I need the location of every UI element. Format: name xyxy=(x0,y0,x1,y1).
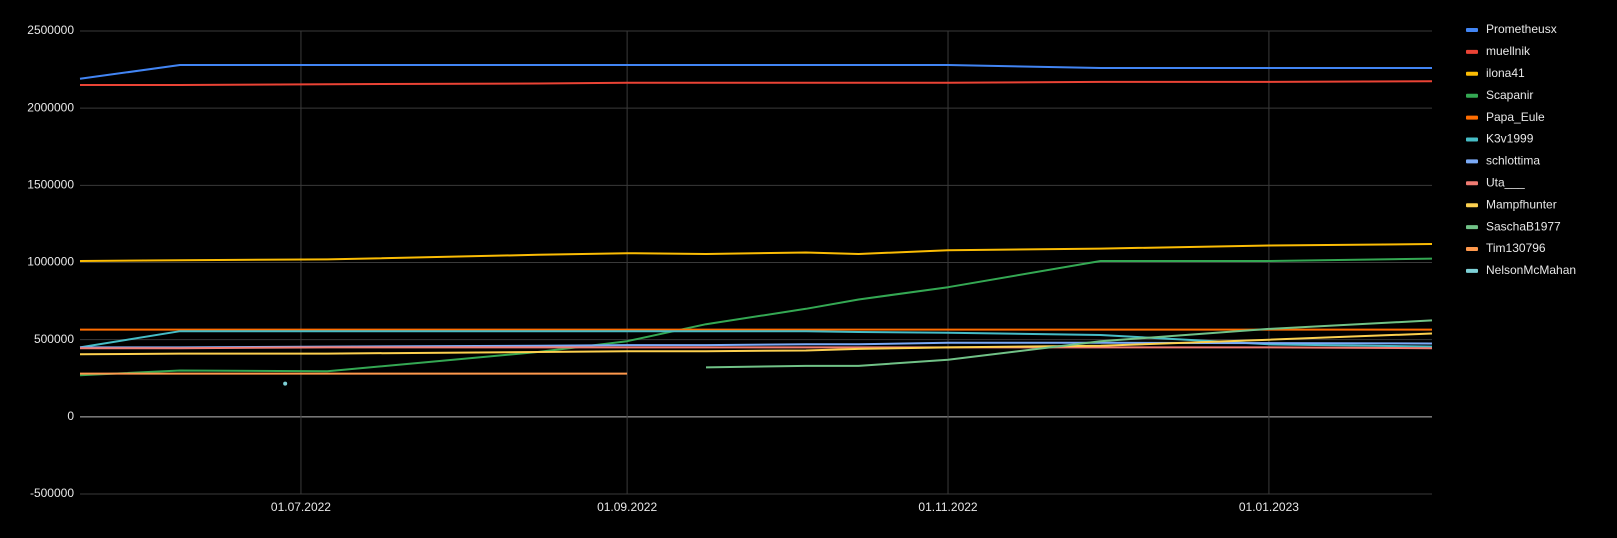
legend-label: SaschaB1977 xyxy=(1486,219,1561,233)
legend-label: K3v1999 xyxy=(1486,132,1534,146)
x-tick-label: 01.07.2022 xyxy=(271,500,331,514)
legend-label: Papa_Eule xyxy=(1486,110,1545,124)
series-line xyxy=(79,64,1432,80)
legend-swatch xyxy=(1466,71,1478,76)
legend-label: NelsonMcMahan xyxy=(1486,263,1576,277)
x-tick-label: 01.11.2022 xyxy=(918,500,977,514)
legend-label: Mampfhunter xyxy=(1486,197,1557,211)
legend-swatch xyxy=(1466,137,1478,142)
legend-swatch xyxy=(1466,181,1478,186)
data-point xyxy=(283,381,288,386)
legend-swatch xyxy=(1466,268,1478,273)
legend-label: ilona41 xyxy=(1486,66,1525,80)
legend-label: muellnik xyxy=(1486,44,1531,58)
legend-swatch xyxy=(1466,115,1478,120)
y-tick-label: 2500000 xyxy=(27,23,74,37)
x-tick-label: 01.09.2022 xyxy=(597,500,657,514)
y-tick-label: 1000000 xyxy=(27,255,74,269)
series-line xyxy=(79,257,1433,377)
legend-label: Scapanir xyxy=(1486,88,1533,102)
legend-label: schlottima xyxy=(1486,154,1540,168)
y-tick-label: 1500000 xyxy=(27,178,74,192)
y-tick-label: -500000 xyxy=(30,486,74,500)
legend-swatch xyxy=(1466,203,1478,208)
x-tick-label: 01.01.2023 xyxy=(1239,500,1299,514)
legend-label: Uta___ xyxy=(1486,175,1525,189)
series-line xyxy=(79,332,1433,356)
legend-swatch xyxy=(1466,247,1478,251)
series-line xyxy=(705,319,1433,369)
y-tick-label: 2000000 xyxy=(27,100,74,114)
legend-label: Tim130796 xyxy=(1486,241,1546,255)
series-line xyxy=(79,330,1433,349)
series-line xyxy=(80,80,1433,86)
series-line xyxy=(79,243,1433,262)
y-tick-label: 0 xyxy=(67,409,74,423)
legend-swatch xyxy=(1466,225,1478,230)
legend-swatch xyxy=(1466,49,1478,54)
legend-swatch xyxy=(1466,159,1478,164)
legend-swatch xyxy=(1466,28,1478,32)
legend-swatch xyxy=(1466,93,1478,98)
legend-label: Prometheusx xyxy=(1486,22,1557,36)
y-tick-label: 500000 xyxy=(34,332,74,346)
series-line xyxy=(80,346,1433,350)
